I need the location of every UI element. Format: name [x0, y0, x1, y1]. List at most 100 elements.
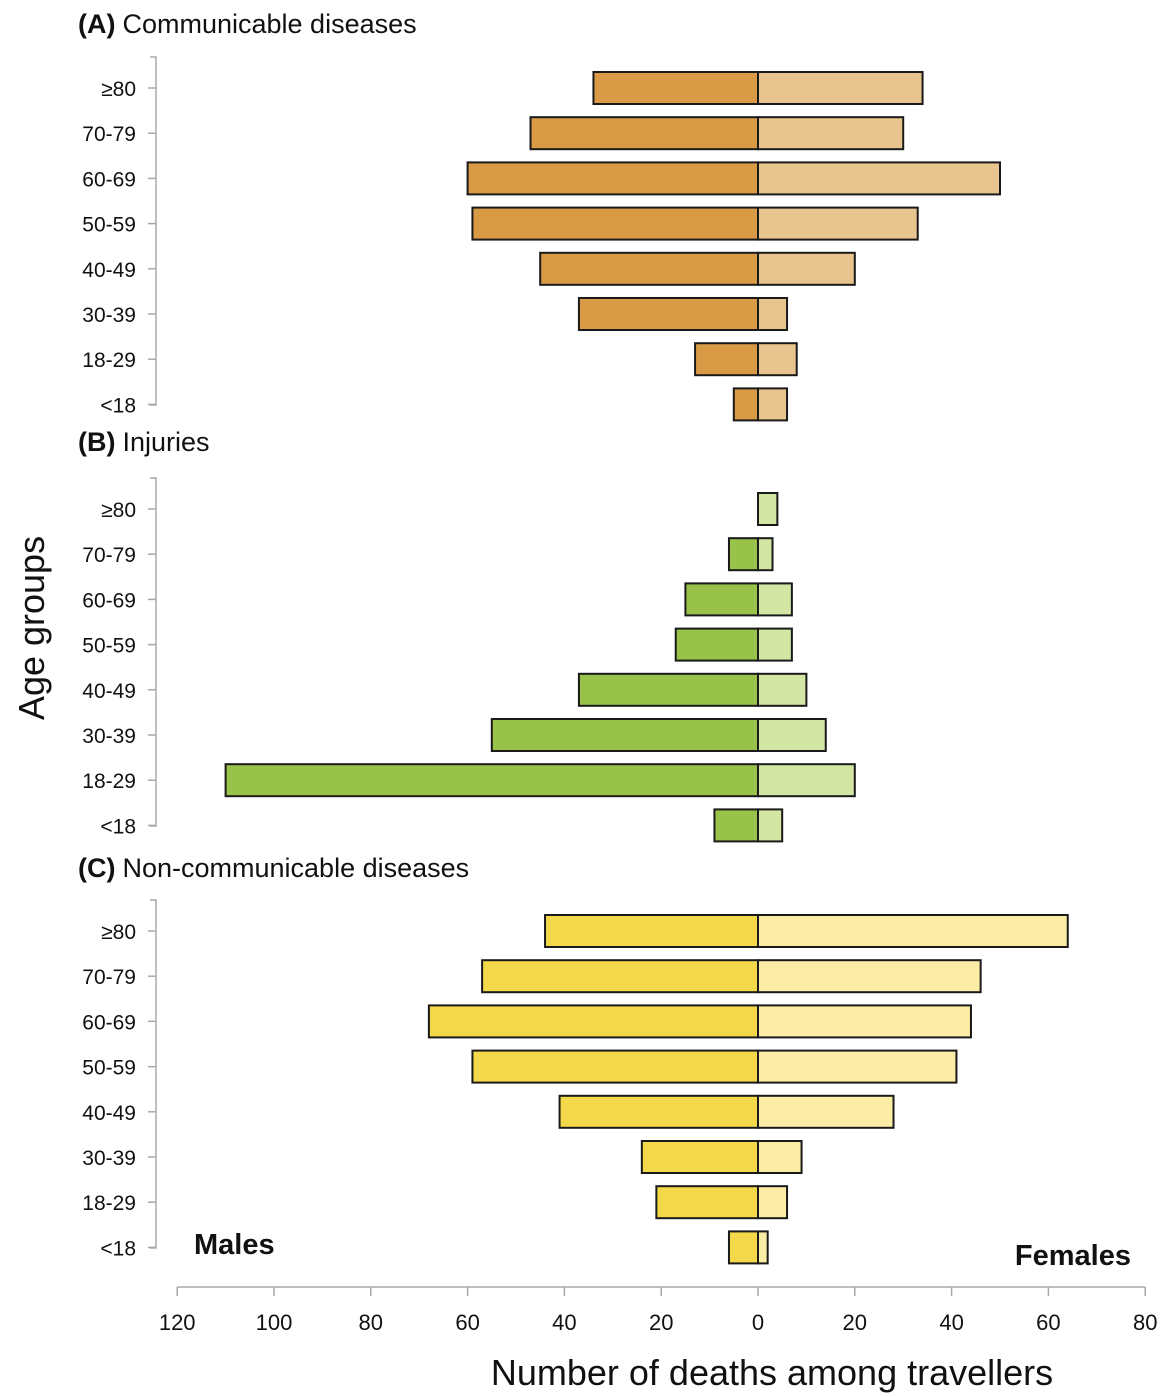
bar-female-70-79: [757, 537, 774, 572]
bar-female-18-29: [757, 342, 798, 377]
panel-title-text: Communicable diseases: [122, 9, 416, 39]
y-tick-label: 70-79: [82, 966, 136, 989]
y-tick-label: 50-59: [82, 635, 136, 658]
bar-female-60-69: [757, 161, 1001, 196]
bar-female-40-49: [757, 672, 808, 707]
x-tick-label: 80: [1133, 1310, 1157, 1335]
bar-male-60-69: [427, 1004, 759, 1039]
x-tick-label: 60: [1036, 1310, 1060, 1335]
bar-female-70-79: [757, 116, 905, 151]
panel-letter: (B): [78, 427, 115, 457]
x-tick-label: 40: [939, 1310, 963, 1335]
bar-female-70-79: [757, 959, 982, 994]
bar-female-60-69: [757, 582, 793, 617]
y-axis-line: [150, 477, 157, 827]
bar-female-50-59: [757, 1049, 958, 1084]
y-tick-label: 18-29: [82, 1192, 136, 1215]
panel-title: (C) Non-communicable diseases: [78, 853, 469, 883]
bar-female-30-39: [757, 718, 827, 752]
bar-female-30-39: [757, 1140, 803, 1174]
y-tick-label: <18: [100, 815, 136, 838]
bar-female-<18: [757, 808, 784, 843]
panel-title-text: Non-communicable diseases: [122, 853, 469, 883]
bar-male-18-29: [655, 1185, 759, 1220]
y-tick-label: <18: [100, 394, 136, 417]
x-tick-label: 60: [455, 1310, 479, 1335]
males-label: Males: [194, 1229, 275, 1261]
y-tick-label: 40-49: [82, 680, 136, 703]
bar-male-60-69: [466, 161, 759, 196]
bar-female-50-59: [757, 206, 919, 241]
bar-male-<18: [727, 1230, 760, 1265]
bar-male-18-29: [694, 342, 760, 377]
bar-female-50-59: [757, 627, 793, 662]
y-tick-label: 60-69: [82, 1011, 136, 1034]
y-axis-line: [150, 899, 157, 1249]
bar-male-30-39: [490, 718, 759, 752]
y-tick-label: 40-49: [82, 259, 136, 282]
x-tick-label: 40: [552, 1310, 576, 1335]
bar-female-<18: [757, 387, 789, 422]
panel-c: (C) Non-communicable diseases ≥80 70-79 60-6…: [78, 853, 1069, 1265]
y-tick-label: 30-39: [82, 1147, 136, 1170]
y-tick-label: ≥80: [101, 78, 136, 101]
panel-b: (B) Injuries ≥80 70-79 60-69 50-59 40-49 30-39 1…: [78, 427, 856, 843]
y-tick-label: 18-29: [82, 349, 136, 372]
females-label: Females: [1015, 1240, 1131, 1272]
y-tick-label: <18: [100, 1237, 136, 1260]
y-tick-label: 60-69: [82, 589, 136, 612]
bar-female-18-29: [757, 1185, 789, 1220]
bar-female-40-49: [757, 1094, 895, 1129]
y-tick-label: 60-69: [82, 168, 136, 191]
bar-male-40-49: [577, 672, 759, 707]
y-tick-label: 18-29: [82, 770, 136, 793]
bar-male-40-49: [558, 1094, 759, 1129]
y-axis-line: [150, 56, 157, 406]
bar-female-≥80: [757, 71, 924, 105]
x-tick-label: 20: [649, 1310, 673, 1335]
panel-a: (A) Communicable diseases ≥80 70-79 60-69 50-…: [78, 9, 1001, 422]
x-tick-label: 100: [256, 1310, 293, 1335]
bar-female-≥80: [757, 914, 1069, 948]
x-axis-title: Number of deaths among travellers: [491, 1352, 1053, 1393]
bar-male-40-49: [539, 251, 760, 286]
panel-title: (B) Injuries: [78, 427, 210, 457]
bar-male-≥80: [544, 914, 759, 948]
panel-title: (A) Communicable diseases: [78, 9, 417, 39]
x-axis: 120 100 80 60 40 20 0 20 40 60 80: [159, 1286, 1157, 1335]
chart-panels: (A) Communicable diseases ≥80 70-79 60-69 50-…: [78, 9, 1069, 1265]
x-tick-label: 120: [159, 1310, 196, 1335]
bar-male-<18: [713, 808, 760, 843]
y-tick-label: ≥80: [101, 921, 136, 944]
y-axis-title: Age groups: [11, 536, 52, 720]
bar-male-50-59: [471, 206, 759, 241]
bar-female-40-49: [757, 251, 856, 286]
y-tick-label: 70-79: [82, 123, 136, 146]
y-tick-label: 30-39: [82, 725, 136, 748]
y-tick-label: ≥80: [101, 499, 136, 522]
bar-female-<18: [757, 1230, 769, 1265]
bar-male-30-39: [640, 1140, 760, 1174]
x-tick-label: 0: [752, 1310, 764, 1335]
y-tick-label: 30-39: [82, 304, 136, 327]
bar-male-60-69: [684, 582, 760, 617]
bar-female-18-29: [757, 763, 856, 798]
panel-letter: (A): [78, 9, 115, 39]
bar-male-18-29: [224, 763, 760, 798]
bar-male-30-39: [577, 297, 759, 331]
panel-title-text: Injuries: [122, 427, 209, 457]
bar-male-70-79: [727, 537, 760, 572]
bar-male-70-79: [529, 116, 760, 151]
x-tick-label: 80: [359, 1310, 383, 1335]
bar-male-<18: [732, 387, 759, 422]
bar-male-50-59: [674, 627, 759, 662]
panel-letter: (C): [78, 853, 115, 883]
y-tick-label: 40-49: [82, 1102, 136, 1125]
bar-male-70-79: [481, 959, 759, 994]
x-tick-label: 20: [843, 1310, 867, 1335]
bar-male-50-59: [471, 1049, 759, 1084]
y-tick-label: 50-59: [82, 214, 136, 237]
y-tick-label: 50-59: [82, 1057, 136, 1080]
y-tick-label: 70-79: [82, 544, 136, 567]
